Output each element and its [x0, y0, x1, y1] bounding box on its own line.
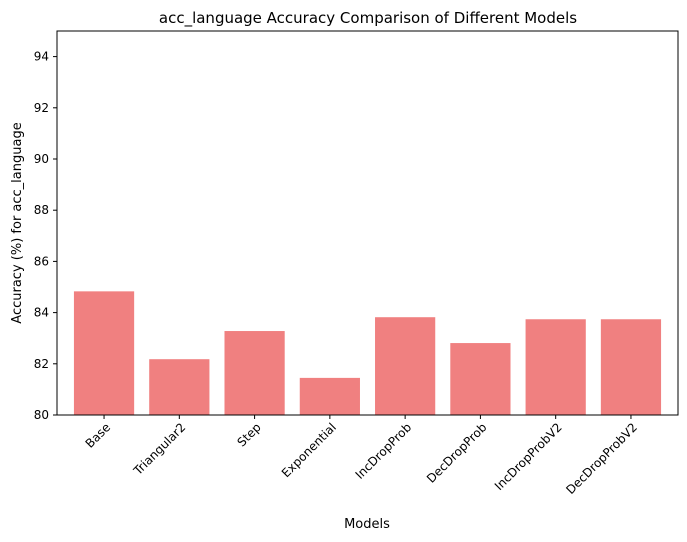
x-tick-label: IncDropProbV2	[492, 420, 565, 493]
x-tick-label: Triangular2	[130, 420, 188, 478]
bar-Base	[73, 291, 135, 415]
y-tick-label: 92	[34, 101, 49, 115]
y-tick-label: 90	[34, 152, 49, 166]
y-axis: 80 82 84 86 88 90 92 94	[34, 50, 57, 422]
bars-group	[73, 291, 662, 415]
y-tick-label: 94	[34, 50, 49, 64]
y-tick-label: 84	[34, 306, 49, 320]
bar-IncDropProb	[375, 317, 436, 415]
x-tick-label: Base	[83, 420, 114, 451]
y-tick-label: 80	[34, 408, 49, 422]
bar-Step	[224, 331, 285, 415]
y-tick-label: 88	[34, 203, 49, 217]
y-tick-label: 86	[34, 254, 49, 268]
plot-frame	[56, 30, 679, 416]
bar-IncDropProbV2	[525, 319, 586, 415]
x-tick-label: Exponential	[279, 420, 339, 480]
bar-Exponential	[299, 377, 360, 415]
bar-DecDropProbV2	[600, 319, 662, 415]
x-axis-label: Models	[344, 517, 390, 532]
x-axis: Base Triangular2 Step Exponential IncDropPro…	[83, 415, 640, 497]
x-tick-label: IncDropProb	[353, 420, 415, 482]
x-tick-label: DecDropProbV2	[563, 420, 640, 497]
bar-Triangular2	[149, 359, 210, 415]
bar-DecDropProb	[450, 343, 511, 415]
y-axis-label: Accuracy (%) for acc_language	[10, 122, 25, 323]
chart-title: acc_language Accuracy Comparison of Diff…	[159, 9, 577, 28]
x-tick-label: DecDropProb	[424, 420, 490, 486]
y-tick-label: 82	[34, 357, 49, 371]
x-tick-label: Step	[234, 420, 263, 449]
